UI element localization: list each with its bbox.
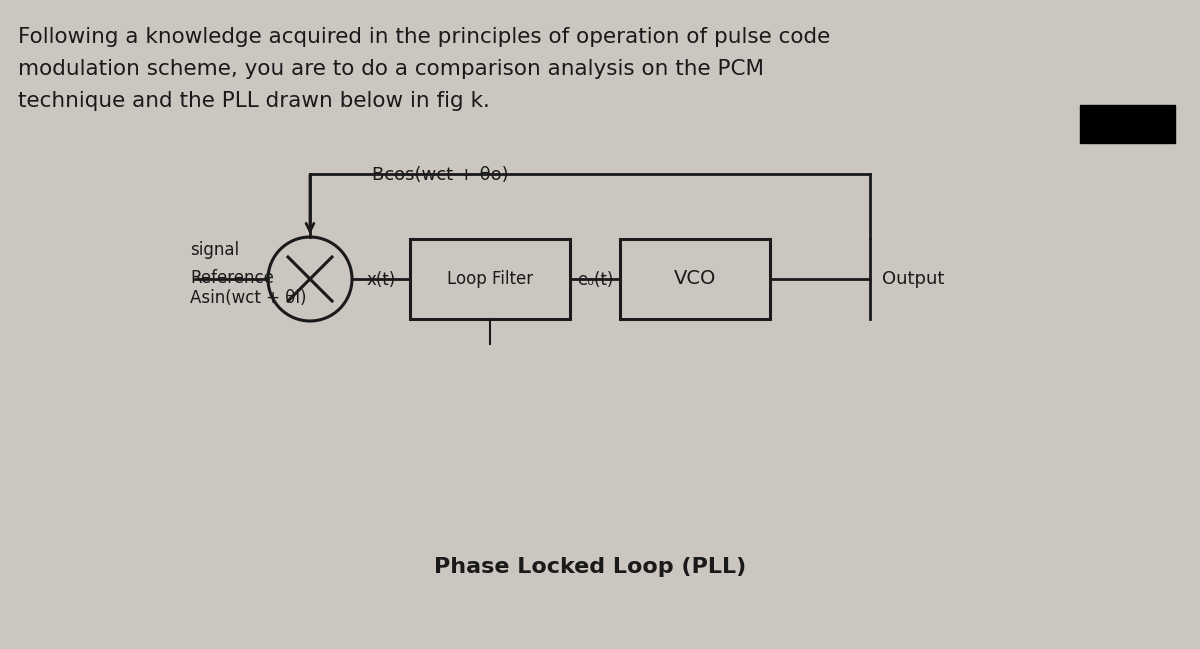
- Text: Output: Output: [882, 270, 944, 288]
- Bar: [410, 239, 570, 319]
- Text: Reference: Reference: [190, 269, 274, 287]
- Text: Loop Filter: Loop Filter: [446, 270, 533, 288]
- Text: Phase Locked Loop (PLL): Phase Locked Loop (PLL): [434, 557, 746, 577]
- Text: Following a knowledge acquired in the principles of operation of pulse code: Following a knowledge acquired in the pr…: [18, 27, 830, 47]
- Text: modulation scheme, you are to do a comparison analysis on the PCM: modulation scheme, you are to do a compa…: [18, 59, 764, 79]
- Bar: [1080, 105, 1175, 143]
- Text: signal: signal: [190, 241, 239, 259]
- Text: e₀(t): e₀(t): [577, 271, 613, 289]
- Text: Bcos(wct + θo): Bcos(wct + θo): [372, 166, 509, 184]
- Text: VCO: VCO: [674, 269, 716, 289]
- Bar: [620, 239, 770, 319]
- Text: technique and the PLL drawn below in fig k.: technique and the PLL drawn below in fig…: [18, 91, 490, 111]
- Text: Asin(wct + θi): Asin(wct + θi): [190, 289, 306, 307]
- Text: x(t): x(t): [366, 271, 396, 289]
